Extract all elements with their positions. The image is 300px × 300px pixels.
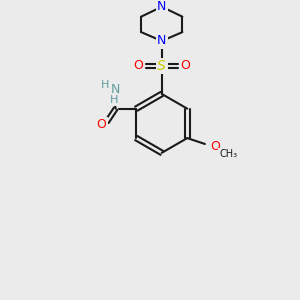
Text: O: O <box>210 140 220 153</box>
Text: H: H <box>101 80 110 90</box>
Text: N: N <box>157 0 167 13</box>
Text: S: S <box>158 59 166 73</box>
Text: O: O <box>97 118 106 131</box>
Text: CH₃: CH₃ <box>219 149 238 159</box>
Text: H: H <box>110 95 118 105</box>
Text: O: O <box>180 59 190 73</box>
Text: N: N <box>111 83 120 96</box>
Text: N: N <box>157 34 167 47</box>
Text: O: O <box>133 59 143 73</box>
